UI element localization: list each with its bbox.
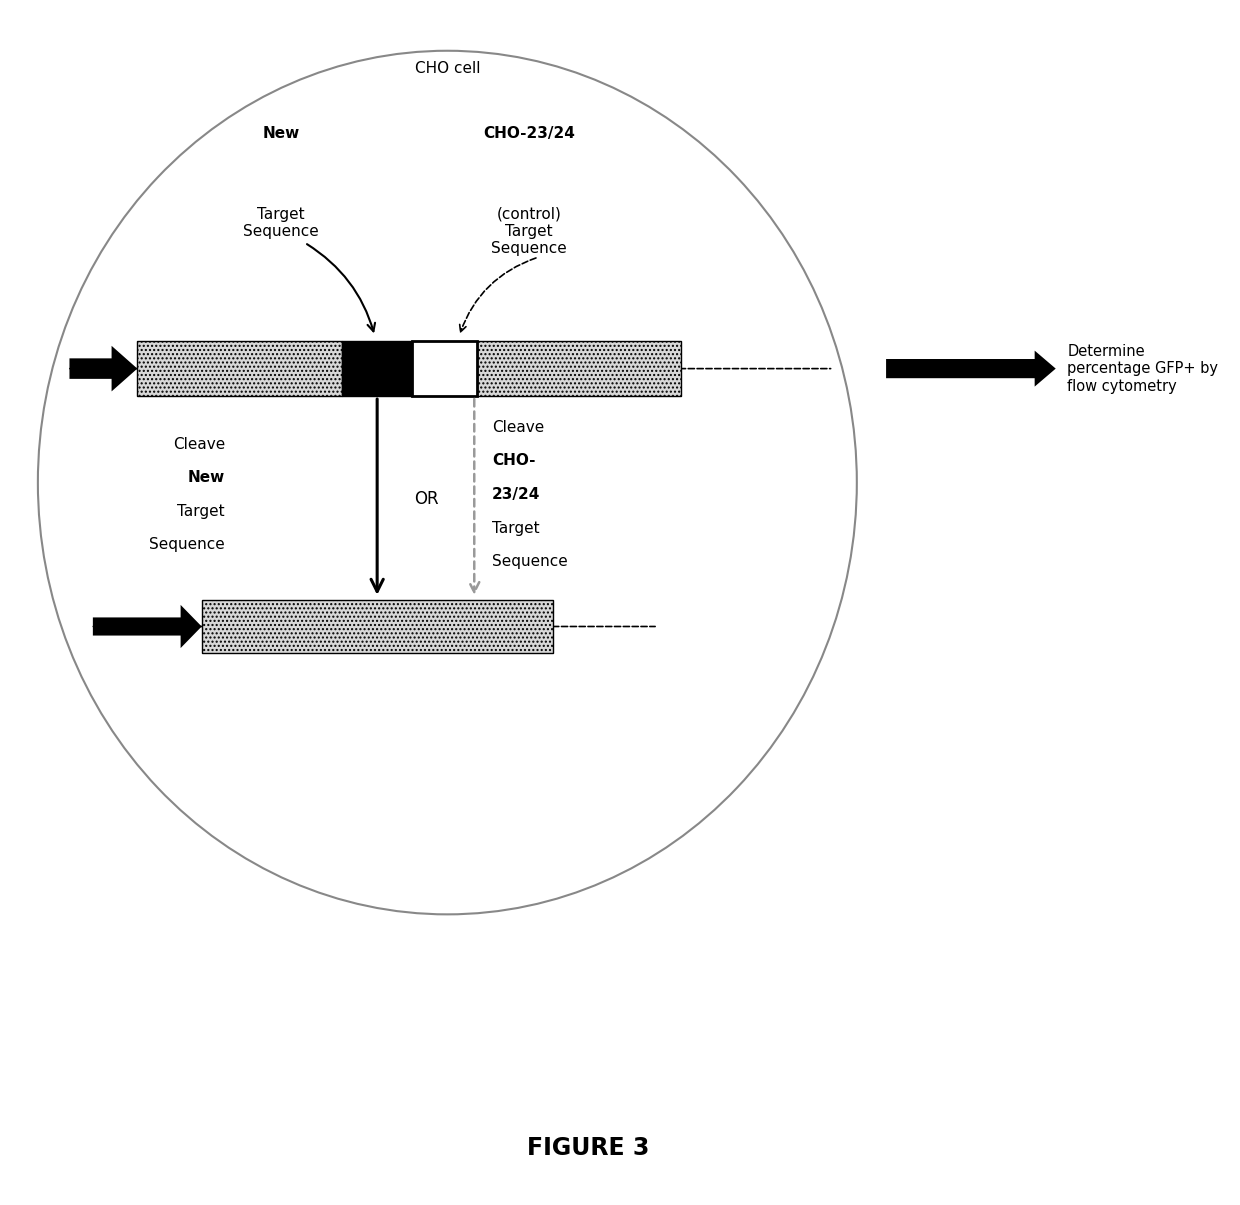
FancyBboxPatch shape bbox=[202, 600, 553, 653]
Text: Cleave: Cleave bbox=[492, 419, 544, 435]
Text: Cleave: Cleave bbox=[172, 436, 226, 452]
FancyBboxPatch shape bbox=[412, 341, 476, 396]
Text: Target
Sequence: Target Sequence bbox=[243, 207, 319, 239]
FancyArrow shape bbox=[93, 605, 202, 648]
FancyBboxPatch shape bbox=[342, 341, 412, 396]
Text: Sequence: Sequence bbox=[149, 537, 226, 552]
Text: FIGURE 3: FIGURE 3 bbox=[527, 1136, 649, 1160]
FancyArrow shape bbox=[887, 351, 1055, 387]
Text: Target: Target bbox=[492, 521, 539, 536]
Text: CHO-23/24: CHO-23/24 bbox=[484, 125, 575, 141]
FancyBboxPatch shape bbox=[476, 341, 681, 396]
Text: Target: Target bbox=[177, 504, 226, 519]
Text: (control)
Target
Sequence: (control) Target Sequence bbox=[491, 207, 567, 257]
Text: 23/24: 23/24 bbox=[492, 487, 541, 502]
Text: Determine
percentage GFP+ by
flow cytometry: Determine percentage GFP+ by flow cytome… bbox=[1068, 343, 1219, 394]
Text: OR: OR bbox=[414, 490, 439, 509]
Text: New: New bbox=[187, 470, 226, 486]
Text: Sequence: Sequence bbox=[492, 554, 568, 569]
Text: New: New bbox=[263, 125, 300, 141]
FancyBboxPatch shape bbox=[138, 341, 342, 396]
FancyArrow shape bbox=[69, 346, 138, 392]
Text: CHO cell: CHO cell bbox=[414, 61, 480, 76]
Text: CHO-: CHO- bbox=[492, 453, 536, 469]
